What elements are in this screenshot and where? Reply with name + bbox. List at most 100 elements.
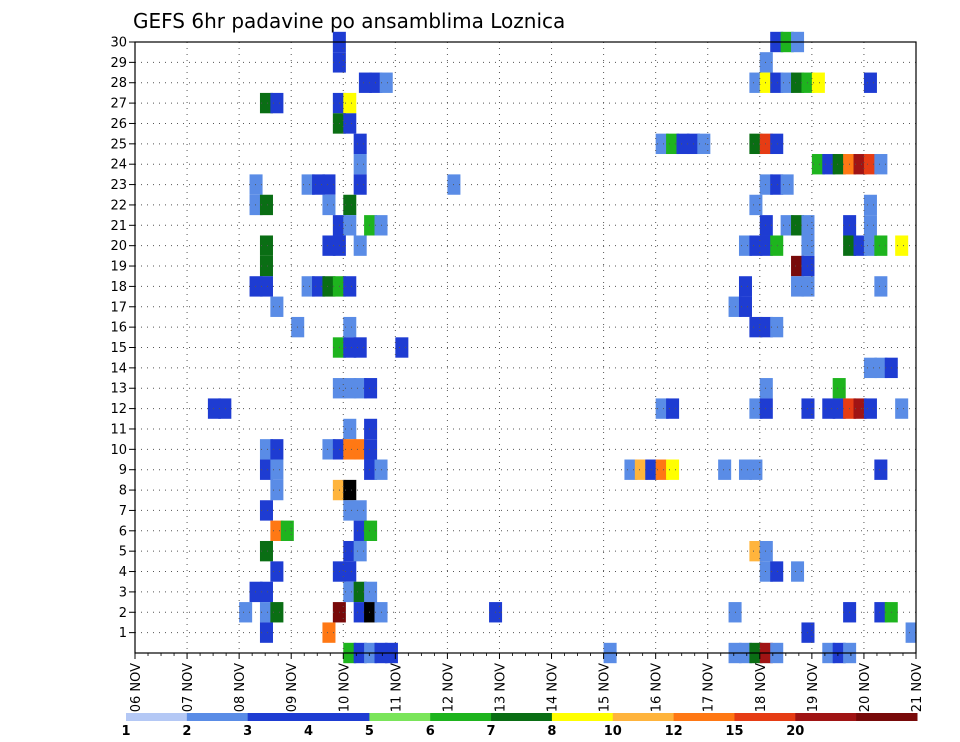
heatmap-cell bbox=[811, 72, 825, 93]
heatmap-cell bbox=[259, 622, 273, 643]
heatmap-cell bbox=[863, 72, 877, 93]
legend-swatch bbox=[369, 713, 431, 721]
heatmap-cell bbox=[322, 622, 336, 643]
heatmap-cell bbox=[863, 154, 877, 175]
heatmap-cell bbox=[259, 276, 273, 297]
heatmap-cell bbox=[259, 602, 273, 623]
heatmap-cell bbox=[364, 581, 378, 603]
heatmap-cell bbox=[832, 378, 846, 399]
heatmap-cell bbox=[259, 500, 273, 521]
heatmap-cell bbox=[759, 316, 773, 338]
heatmap-cell bbox=[759, 52, 773, 73]
x-tick-label: 12 NOV bbox=[441, 663, 456, 712]
heatmap-cell bbox=[343, 92, 357, 114]
heatmap-cell bbox=[863, 194, 877, 216]
heatmap-cell bbox=[364, 459, 378, 480]
heatmap-cell bbox=[343, 378, 357, 399]
heatmap-cell bbox=[895, 235, 909, 256]
heatmap-cell bbox=[353, 378, 367, 399]
heatmap-cell bbox=[270, 602, 284, 623]
y-tick-label: 19 bbox=[110, 260, 127, 275]
y-tick-label: 28 bbox=[110, 76, 127, 91]
x-tick-label: 14 NOV bbox=[546, 663, 561, 712]
heatmap-cell bbox=[353, 154, 367, 175]
y-tick-label: 10 bbox=[110, 443, 127, 458]
heatmap-cell bbox=[749, 235, 763, 256]
heatmap-cell bbox=[259, 540, 273, 562]
heatmap-cell bbox=[780, 215, 794, 236]
heatmap-cell bbox=[343, 316, 357, 338]
heatmap-cell bbox=[259, 459, 273, 480]
heatmap-cell bbox=[270, 520, 284, 541]
heatmap-cell bbox=[343, 194, 357, 216]
heatmap-cell bbox=[822, 398, 836, 419]
x-tick-label: 13 NOV bbox=[493, 663, 508, 712]
heatmap-cell bbox=[353, 500, 367, 521]
heatmap-cell bbox=[353, 581, 367, 603]
x-tick-label: 07 NOV bbox=[181, 663, 196, 712]
heatmap-cell bbox=[343, 113, 357, 134]
y-tick-label: 8 bbox=[119, 484, 127, 499]
legend-swatch bbox=[247, 713, 310, 721]
legend-label: 6 bbox=[426, 724, 435, 739]
heatmap-cell bbox=[364, 439, 378, 460]
heatmap-cell bbox=[791, 255, 805, 277]
y-tick-label: 9 bbox=[119, 463, 127, 478]
y-tick-label: 2 bbox=[119, 606, 127, 621]
heatmap-cell bbox=[353, 439, 367, 460]
heatmap-cell bbox=[863, 357, 877, 379]
heatmap-cell bbox=[353, 337, 367, 358]
heatmap-cell bbox=[259, 194, 273, 216]
y-tick-label: 17 bbox=[110, 300, 127, 315]
heatmap-cell bbox=[738, 296, 752, 317]
heatmap-cell bbox=[301, 174, 315, 195]
heatmap-cell bbox=[249, 581, 263, 603]
heatmap-cell bbox=[759, 398, 773, 419]
heatmap-cell bbox=[322, 276, 336, 297]
heatmap-cell bbox=[863, 235, 877, 256]
heatmap-cell bbox=[780, 174, 794, 195]
heatmap-cell bbox=[239, 602, 253, 623]
heatmap-cell bbox=[874, 357, 888, 379]
x-tick-label: 20 NOV bbox=[858, 663, 873, 712]
heatmap-cell bbox=[312, 174, 326, 195]
y-tick-label: 30 bbox=[110, 36, 127, 51]
y-tick-label: 12 bbox=[110, 402, 127, 417]
heatmap-cell bbox=[655, 398, 669, 419]
heatmap-cell bbox=[218, 398, 232, 419]
heatmap-cell bbox=[832, 398, 846, 419]
heatmap-cell bbox=[270, 479, 284, 501]
heatmap-cell bbox=[780, 72, 794, 93]
y-tick-label: 11 bbox=[110, 422, 127, 437]
y-tick-label: 6 bbox=[119, 524, 127, 539]
heatmap-cell bbox=[749, 540, 763, 562]
heatmap-cell bbox=[364, 520, 378, 541]
x-tick-label: 06 NOV bbox=[129, 663, 144, 712]
heatmap-cell bbox=[353, 174, 367, 195]
heatmap-cell bbox=[270, 459, 284, 480]
heatmap-cell bbox=[343, 500, 357, 521]
heatmap-cell bbox=[343, 439, 357, 460]
heatmap-cell bbox=[270, 439, 284, 460]
heatmap-cell bbox=[874, 602, 888, 623]
heatmap-cell bbox=[791, 561, 805, 582]
legend-label: 4 bbox=[304, 724, 313, 739]
legend-label: 5 bbox=[365, 724, 374, 739]
heatmap-cell bbox=[749, 133, 763, 155]
chart-title: GEFS 6hr padavine po ansamblima Loznica bbox=[133, 9, 565, 33]
heatmap-cell bbox=[853, 154, 867, 175]
heatmap-cell bbox=[312, 276, 326, 297]
cells-layer bbox=[207, 31, 916, 664]
heatmap-cell bbox=[666, 133, 680, 155]
heatmap-cell bbox=[364, 215, 378, 236]
heatmap-cell bbox=[853, 398, 867, 419]
heatmap-cell bbox=[749, 398, 763, 419]
legend-swatch bbox=[612, 713, 675, 721]
heatmap-cell bbox=[322, 174, 336, 195]
x-tick-label: 09 NOV bbox=[285, 663, 300, 712]
axes-layer: 1234567891011121314151617181920212223242… bbox=[110, 36, 925, 713]
heatmap-cell bbox=[853, 235, 867, 256]
heatmap-cell bbox=[811, 154, 825, 175]
legend-label: 12 bbox=[665, 724, 683, 739]
